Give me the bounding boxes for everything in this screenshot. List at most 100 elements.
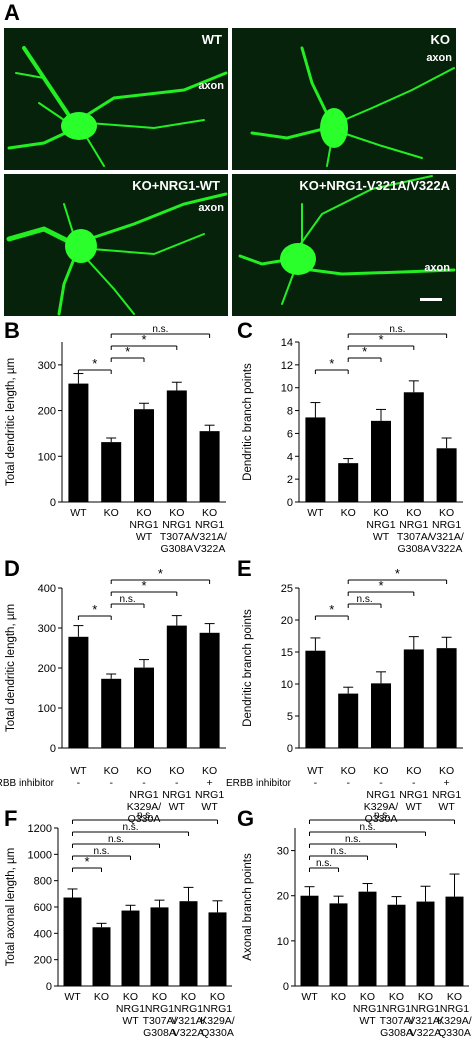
y-tick-label: 20 xyxy=(281,615,293,627)
x-tick-label: + xyxy=(207,777,213,789)
y-axis-label: Dendritic branch points xyxy=(242,363,254,481)
y-tick-label: 20 xyxy=(277,891,289,903)
x-tick-label: - xyxy=(412,777,416,789)
y-axis-label: Axonal branch points xyxy=(242,853,254,961)
x-tick-label: NRG1 xyxy=(116,1003,145,1015)
x-tick-label: - xyxy=(175,777,179,789)
row-label: ERBB inhibitor xyxy=(226,778,292,789)
x-tick-label: V322A xyxy=(410,1027,442,1039)
x-tick-label: T307A/ xyxy=(380,1015,414,1027)
x-tick-label: - xyxy=(77,777,81,789)
bar xyxy=(445,896,464,986)
y-tick-label: 30 xyxy=(277,846,289,858)
chart-c: 0 2 4 6 8 10 12 14 Dendritic branch points WT KO KO… xyxy=(242,324,464,555)
y-tick-label: 400 xyxy=(34,928,52,940)
panel-letter-c: C xyxy=(237,318,253,343)
y-tick-label: 0 xyxy=(283,981,289,993)
x-tick-label: - xyxy=(346,777,350,789)
y-tick-label: 1200 xyxy=(28,823,52,835)
x-tick-label: KO xyxy=(389,991,404,1003)
bar xyxy=(305,417,326,502)
x-tick-label: KO xyxy=(341,765,356,777)
scale-bar xyxy=(420,298,442,301)
bar xyxy=(436,448,457,502)
x-tick-label: WT xyxy=(136,531,153,543)
micrograph-title: KO+NRG1-WT xyxy=(132,178,220,193)
significance-label: * xyxy=(362,344,367,359)
x-tick-label: K329A/ xyxy=(127,801,162,813)
significance-label: * xyxy=(92,602,97,617)
x-tick-label: NRG1 xyxy=(399,789,428,801)
bar xyxy=(329,903,348,986)
panel-letter-f: F xyxy=(4,806,18,831)
x-tick-label: NRG1 xyxy=(129,519,158,531)
x-tick-label: KO xyxy=(331,991,346,1003)
bar xyxy=(68,383,89,502)
bar xyxy=(300,895,319,986)
significance-label: n.s. xyxy=(108,834,124,845)
bar xyxy=(134,667,154,748)
significance-label: n.s. xyxy=(389,324,405,335)
y-tick-label: 100 xyxy=(38,703,56,715)
x-tick-label: KO xyxy=(123,991,138,1003)
bar xyxy=(371,420,391,502)
x-tick-label: KO xyxy=(136,765,151,777)
significance-label: * xyxy=(84,854,89,869)
significance-label: n.s. xyxy=(93,846,109,857)
x-tick-label: KO xyxy=(94,991,109,1003)
x-tick-label: NRG1 xyxy=(195,789,224,801)
y-tick-label: 8 xyxy=(287,406,293,418)
y-tick-label: 600 xyxy=(34,902,52,914)
x-tick-label: KO xyxy=(373,507,388,519)
bar xyxy=(416,901,435,986)
micrograph-ko-nrg1-v321a-v322a: KO+NRG1-V321A/V322A axon xyxy=(232,174,456,316)
x-tick-label: KO xyxy=(136,507,151,519)
y-tick-label: 300 xyxy=(38,360,56,372)
x-tick-label: WT xyxy=(307,765,324,777)
x-tick-label: WT xyxy=(64,991,81,1003)
micrograph-ko: KO axon xyxy=(232,28,456,170)
significance-label: n.s. xyxy=(316,858,332,869)
y-tick-label: 200 xyxy=(34,955,52,967)
x-tick-label: T307A/ xyxy=(143,1015,177,1027)
neuron-image xyxy=(6,192,228,316)
axon-label: axon xyxy=(198,80,224,92)
x-tick-label: KO xyxy=(210,991,225,1003)
x-tick-label: KO xyxy=(202,507,217,519)
x-tick-label: KO xyxy=(360,991,375,1003)
bar xyxy=(305,650,326,748)
x-tick-label: V321A/ xyxy=(408,1015,443,1027)
significance-label: * xyxy=(378,578,383,593)
chart-f: 0 200 400 600 800 1000 1200 Total axonal length… xyxy=(5,810,235,1039)
micrograph-title: WT xyxy=(201,32,222,47)
y-tick-label: 12 xyxy=(281,360,293,372)
bar xyxy=(338,463,359,502)
x-tick-label: KO xyxy=(104,765,119,777)
y-tick-label: 0 xyxy=(287,743,293,755)
significance-label: n.s. xyxy=(359,822,375,833)
y-tick-label: 0 xyxy=(287,497,293,509)
panel-letter-b: B xyxy=(4,318,20,343)
axon-label: axon xyxy=(426,52,452,64)
y-tick-label: 400 xyxy=(38,583,56,595)
x-tick-label: Q330A xyxy=(438,1027,471,1039)
x-tick-label: G308A xyxy=(397,543,430,555)
y-axis-label: Dendritic branch points xyxy=(242,609,254,727)
y-axis-label: Total axonal length, µm xyxy=(5,848,17,967)
x-tick-label: WT xyxy=(307,507,324,519)
x-tick-label: G308A xyxy=(143,1027,176,1039)
x-tick-label: NRG1 xyxy=(382,1003,411,1015)
x-tick-label: WT xyxy=(301,991,318,1003)
bar xyxy=(101,678,122,748)
x-tick-label: KO xyxy=(406,507,421,519)
panel-letter-a: A xyxy=(4,0,20,25)
x-tick-label: KO xyxy=(418,991,433,1003)
x-tick-label: KO xyxy=(152,991,167,1003)
x-tick-label: Q330A xyxy=(201,1027,234,1039)
x-tick-label: NRG1 xyxy=(366,789,395,801)
x-tick-label: KO xyxy=(169,765,184,777)
x-tick-label: NRG1 xyxy=(366,519,395,531)
bar xyxy=(63,897,82,986)
x-tick-label: + xyxy=(444,777,450,789)
